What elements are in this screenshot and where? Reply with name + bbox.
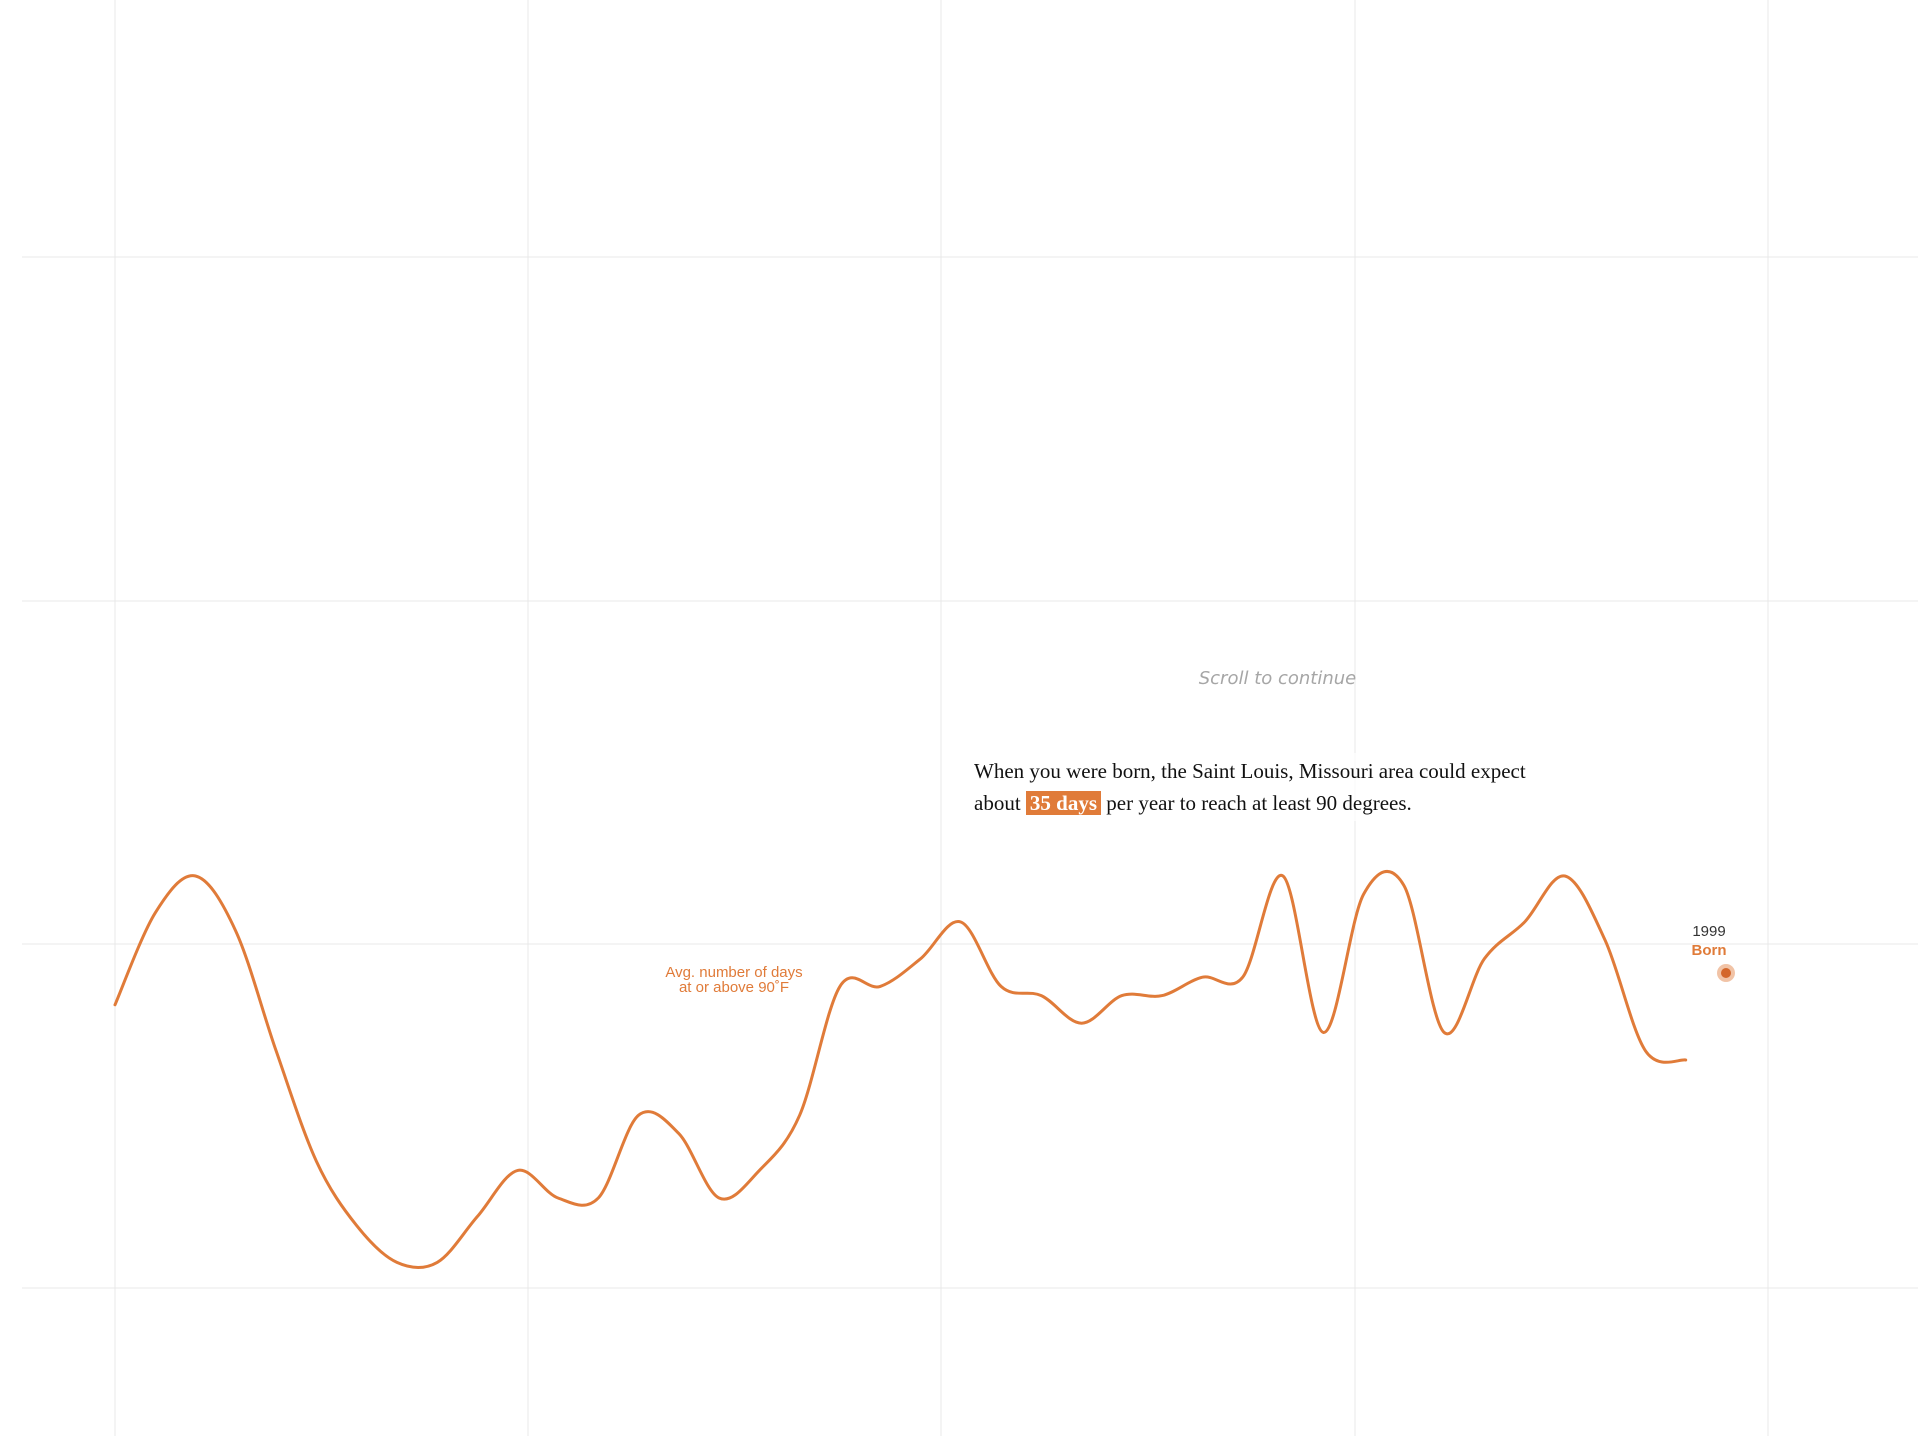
series-line-days-above-90: [113, 870, 1688, 1270]
series-label-line-2: at or above 90˚F: [679, 979, 789, 996]
series-label-line-1: Avg. number of days: [665, 964, 802, 981]
scroll-hint: Scroll to continue: [1198, 668, 1357, 689]
label-layer: Avg. number of days at or above 90˚F 199…: [665, 923, 1726, 996]
narrative-part-2: per year to reach at least 90 degrees.: [1106, 791, 1412, 815]
grid-layer: [22, 0, 1918, 1436]
born-marker: [1717, 964, 1735, 982]
born-marker-dot: [1721, 968, 1731, 978]
narrative-text: When you were born, the Saint Louis, Mis…: [968, 753, 1580, 821]
marker-year-label: 1999: [1692, 923, 1725, 940]
narrative-highlight-days: 35 days: [1025, 791, 1102, 815]
narrative-part-1: When you were born, the Saint Louis, Mis…: [974, 759, 1526, 815]
marker-born-label: Born: [1692, 942, 1727, 959]
